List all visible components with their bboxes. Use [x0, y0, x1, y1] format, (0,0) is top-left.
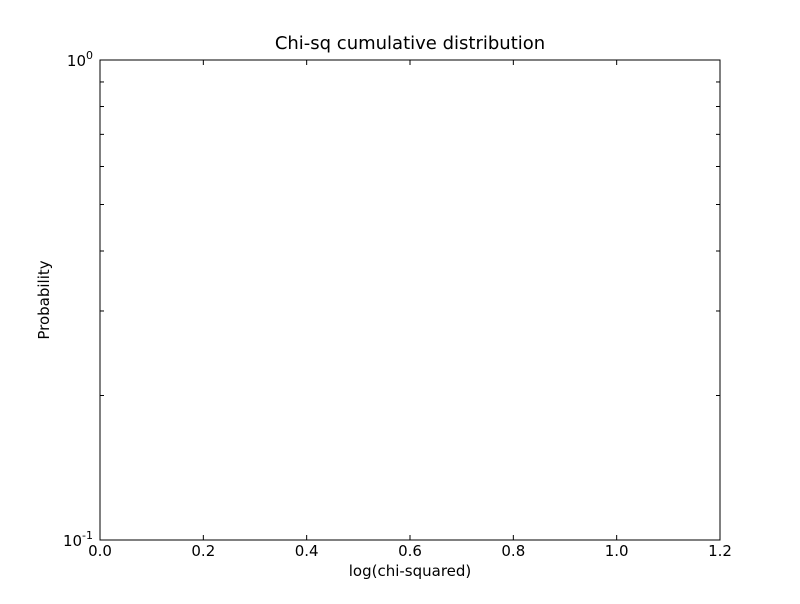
- x-axis-label: log(chi-squared): [349, 562, 472, 580]
- x-tick-label: 0.4: [295, 542, 319, 560]
- chart-title: Chi-sq cumulative distribution: [275, 33, 545, 54]
- x-tick-label: 0.2: [191, 542, 215, 560]
- y-axis-ticks: 10-1 100: [63, 49, 720, 550]
- x-tick-label: 0.6: [398, 542, 422, 560]
- x-axis-ticks: 0.0 0.2 0.4 0.6 0.8 1.0 1.2: [88, 60, 732, 560]
- x-tick-label: 0.0: [88, 542, 112, 560]
- y-axis-label: Probability: [35, 260, 53, 339]
- x-tick-label: 1.0: [605, 542, 629, 560]
- x-tick-label: 1.2: [708, 542, 732, 560]
- x-tick-label: 0.8: [501, 542, 525, 560]
- y-tick-label: 100: [67, 49, 93, 70]
- plot-area: 0.0 0.2 0.4 0.6 0.8 1.0 1.2 10-1 100: [63, 49, 732, 560]
- axes-frame: [99, 59, 721, 541]
- y-tick-label: 10-1: [63, 529, 93, 550]
